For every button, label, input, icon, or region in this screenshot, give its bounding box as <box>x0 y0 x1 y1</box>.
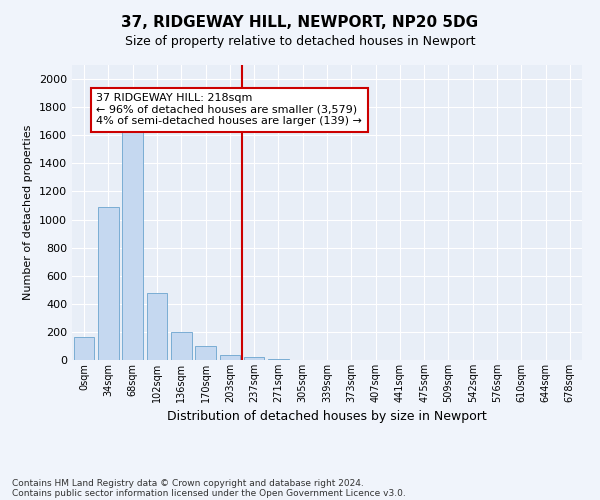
Bar <box>98 207 119 360</box>
Text: Contains HM Land Registry data © Crown copyright and database right 2024.: Contains HM Land Registry data © Crown c… <box>12 478 364 488</box>
Y-axis label: Number of detached properties: Number of detached properties <box>23 125 34 300</box>
Bar <box>171 332 191 360</box>
Bar <box>268 358 289 360</box>
Bar <box>220 355 240 360</box>
Text: 37 RIDGEWAY HILL: 218sqm
← 96% of detached houses are smaller (3,579)
4% of semi: 37 RIDGEWAY HILL: 218sqm ← 96% of detach… <box>96 93 362 126</box>
X-axis label: Distribution of detached houses by size in Newport: Distribution of detached houses by size … <box>167 410 487 424</box>
Bar <box>74 337 94 360</box>
Bar <box>146 292 167 360</box>
Text: Contains public sector information licensed under the Open Government Licence v3: Contains public sector information licen… <box>12 488 406 498</box>
Text: Size of property relative to detached houses in Newport: Size of property relative to detached ho… <box>125 35 475 48</box>
Bar <box>244 357 265 360</box>
Bar <box>122 132 143 360</box>
Bar <box>195 346 216 360</box>
Text: 37, RIDGEWAY HILL, NEWPORT, NP20 5DG: 37, RIDGEWAY HILL, NEWPORT, NP20 5DG <box>121 15 479 30</box>
